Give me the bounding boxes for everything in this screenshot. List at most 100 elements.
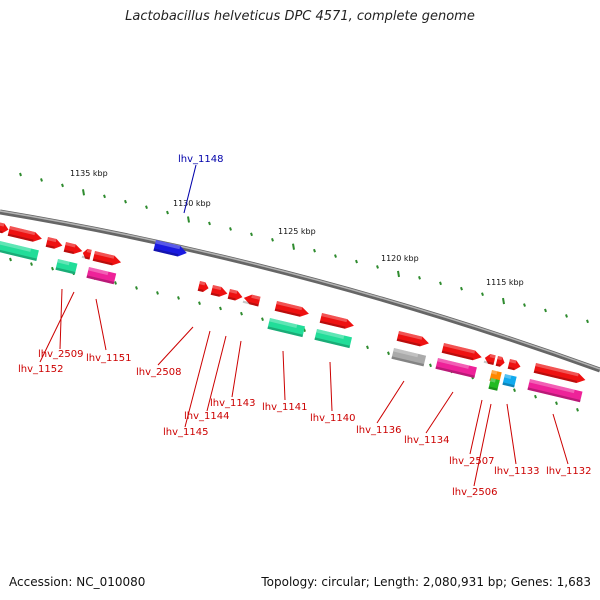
gene-label[interactable]: lhv_2509	[38, 349, 83, 360]
gene-arrow-red	[227, 289, 243, 301]
gene-arrow-red	[319, 313, 354, 329]
scale-tick	[534, 394, 537, 399]
gene-arrow-red	[81, 248, 92, 260]
genome-backbone-highlight	[0, 210, 600, 370]
gene-arrow-red	[441, 343, 482, 361]
gene-arrow-red	[274, 301, 309, 317]
gene-box	[0, 241, 39, 262]
scale-tick	[366, 345, 369, 350]
gene-label[interactable]: lhv_1152	[18, 364, 63, 375]
leader-line	[157, 326, 194, 366]
scale-tick	[40, 178, 43, 182]
gene-box	[86, 267, 117, 285]
gene-box	[391, 348, 427, 367]
leader-line	[95, 298, 107, 351]
scale-tick	[124, 199, 127, 204]
gene-arrow-red	[63, 242, 83, 255]
gene-arrow-red	[197, 281, 209, 293]
scale-tick	[586, 319, 589, 324]
scale-tick	[376, 265, 379, 269]
leader-line	[184, 330, 211, 428]
scale-tick	[145, 205, 148, 209]
leader-line	[329, 361, 333, 412]
scale-tick	[198, 301, 201, 305]
leader-line	[183, 164, 197, 214]
gene-arrow-red	[0, 222, 9, 234]
gene-arrow-red	[533, 363, 586, 383]
gene-label[interactable]: lhv_2507	[449, 456, 494, 467]
gene-label[interactable]: lhv_1133	[494, 466, 539, 477]
scale-tick	[9, 257, 12, 262]
scale-label: 1120 kbp	[381, 254, 419, 263]
leader-line	[469, 399, 483, 455]
genome-title: Lactobacillus helveticus DPC 4571, compl…	[125, 9, 475, 24]
gene-box	[314, 329, 353, 349]
gene-label[interactable]: lhv_2506	[452, 487, 497, 498]
gene-arrow-red	[507, 359, 521, 371]
scale-tick	[355, 259, 358, 264]
leader-line	[425, 391, 454, 434]
scale-tick	[219, 306, 222, 311]
scale-tick	[481, 292, 484, 296]
gene-label[interactable]: lhv_1132	[546, 466, 591, 477]
scale-tick	[19, 172, 22, 177]
scale-label: 1125 kbp	[278, 227, 316, 236]
scale-tick	[166, 210, 169, 215]
gene-arrow-red	[210, 285, 228, 297]
gene-label[interactable]: lhv_2508	[136, 367, 181, 378]
leader-line	[506, 403, 517, 465]
scale-tick	[387, 351, 390, 356]
gene-arrow-red	[242, 294, 261, 307]
gene-arrow-red	[45, 237, 63, 249]
leader-line	[39, 291, 75, 363]
scale-label: 1115 kbp	[486, 278, 524, 287]
gene-label[interactable]: lhv_1148	[178, 154, 223, 165]
scale-tick	[156, 291, 159, 295]
scale-tick	[460, 286, 463, 291]
scale-tick	[565, 314, 568, 318]
scale-tick	[429, 363, 432, 368]
scale-tick	[523, 303, 526, 307]
gene-label[interactable]: lhv_1141	[262, 402, 307, 413]
gene-label[interactable]: lhv_1134	[404, 435, 449, 446]
leader-line	[473, 403, 492, 487]
scale-tick	[261, 317, 264, 321]
gene-label[interactable]: lhv_1136	[356, 425, 401, 436]
leader-line	[206, 335, 227, 412]
scale-tick	[576, 407, 579, 412]
gene-box	[502, 374, 517, 388]
gene-label[interactable]: lhv_1143	[210, 398, 255, 409]
leader-line	[376, 380, 405, 424]
gene-label[interactable]: lhv_1151	[86, 353, 131, 364]
gene-label[interactable]: lhv_1140	[310, 413, 355, 424]
scale-tick	[250, 232, 253, 237]
scale-label: 1130 kbp	[173, 199, 211, 208]
scale-tick	[229, 227, 232, 231]
gene-box	[488, 378, 500, 391]
scale-tick	[313, 248, 316, 253]
gene-arrow-red	[396, 331, 429, 347]
scale-tick	[418, 276, 421, 280]
gene-box	[55, 259, 78, 275]
scale-tick	[103, 194, 106, 199]
gene-arrow-red	[495, 356, 505, 367]
scale-tick	[334, 254, 337, 258]
gene-arrow-red	[7, 226, 42, 242]
leader-line	[231, 340, 242, 398]
scale-tick	[555, 401, 558, 405]
gene-label[interactable]: lhv_1145	[163, 427, 208, 438]
scale-tick	[439, 281, 442, 286]
scale-tick	[513, 388, 516, 393]
genome-backbone	[0, 209, 600, 373]
gene-label[interactable]: lhv_1144	[184, 411, 229, 422]
gene-box	[267, 318, 306, 338]
gene-box	[435, 358, 477, 379]
accession-label: Accession: NC_010080	[9, 575, 146, 589]
gene-arrow-red	[483, 354, 496, 366]
scale-tick	[187, 216, 190, 223]
scale-tick	[82, 189, 85, 196]
scale-tick	[51, 266, 54, 271]
scale-tick	[114, 281, 117, 285]
scale-tick	[208, 221, 211, 226]
